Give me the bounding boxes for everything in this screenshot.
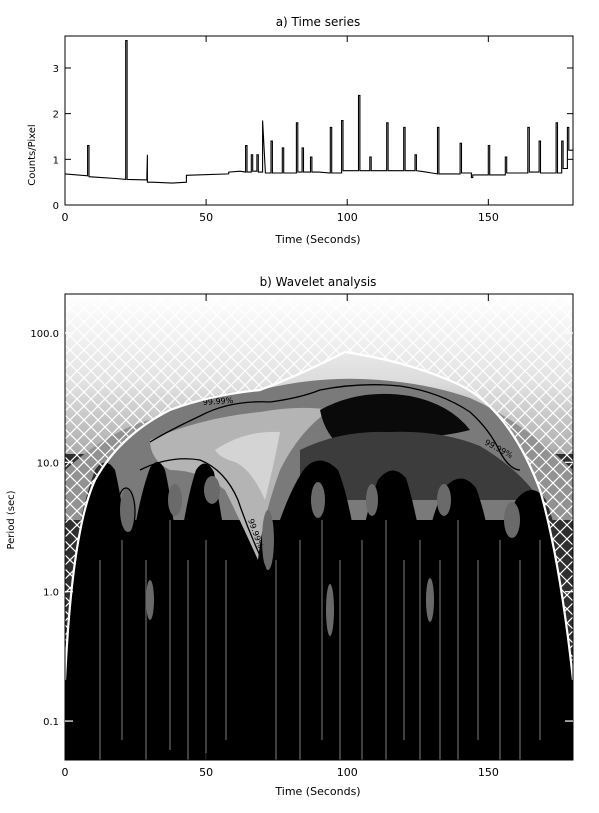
wavelet-x-tick-label: 150 [478, 766, 499, 779]
wavelet-y-tick-label: 1.0 [43, 588, 59, 599]
wavelet-y-tick-label: 10.0 [37, 458, 59, 469]
wavelet-title: b) Wavelet analysis [260, 275, 377, 289]
wavelet-y-tick-label: 0.1 [43, 717, 59, 728]
wavelet-x-tick-label: 50 [199, 766, 213, 779]
wavelet-ylabel: Period (sec) [6, 490, 17, 549]
time-series-y-tick-label: 0 [53, 201, 59, 212]
time-series-y-axis: 0 1 2 3 [53, 64, 573, 212]
time-series-line [65, 41, 573, 184]
time-series-ylabel: Counts/Pixel [27, 124, 38, 185]
wavelet-y-tick-label: 100.0 [30, 329, 59, 340]
time-series-x-tick-label: 0 [62, 211, 69, 224]
time-series-x-tick-label: 50 [199, 211, 213, 224]
time-series-xlabel: Time (Seconds) [274, 233, 360, 246]
wavelet-panel: b) Wavelet analysis [6, 275, 573, 798]
time-series-x-tick-label: 100 [337, 211, 358, 224]
time-series-y-tick-label: 3 [53, 64, 59, 75]
time-series-x-tick-label: 150 [478, 211, 499, 224]
time-series-y-tick-label: 2 [53, 110, 59, 121]
time-series-title: a) Time series [276, 15, 361, 29]
wavelet-xlabel: Time (Seconds) [274, 785, 360, 798]
wavelet-x-tick-label: 100 [337, 766, 358, 779]
time-series-line-group [65, 41, 573, 184]
time-series-y-tick-label: 1 [53, 155, 59, 166]
power-black-center [248, 460, 573, 760]
time-series-panel: a) Time series 0 50 100 150 0 1 2 3 Time (Seco… [27, 15, 573, 246]
wavelet-x-tick-label: 0 [62, 766, 69, 779]
wavelet-heatmap: 99.99% 99.99% 99.99% [65, 294, 573, 760]
